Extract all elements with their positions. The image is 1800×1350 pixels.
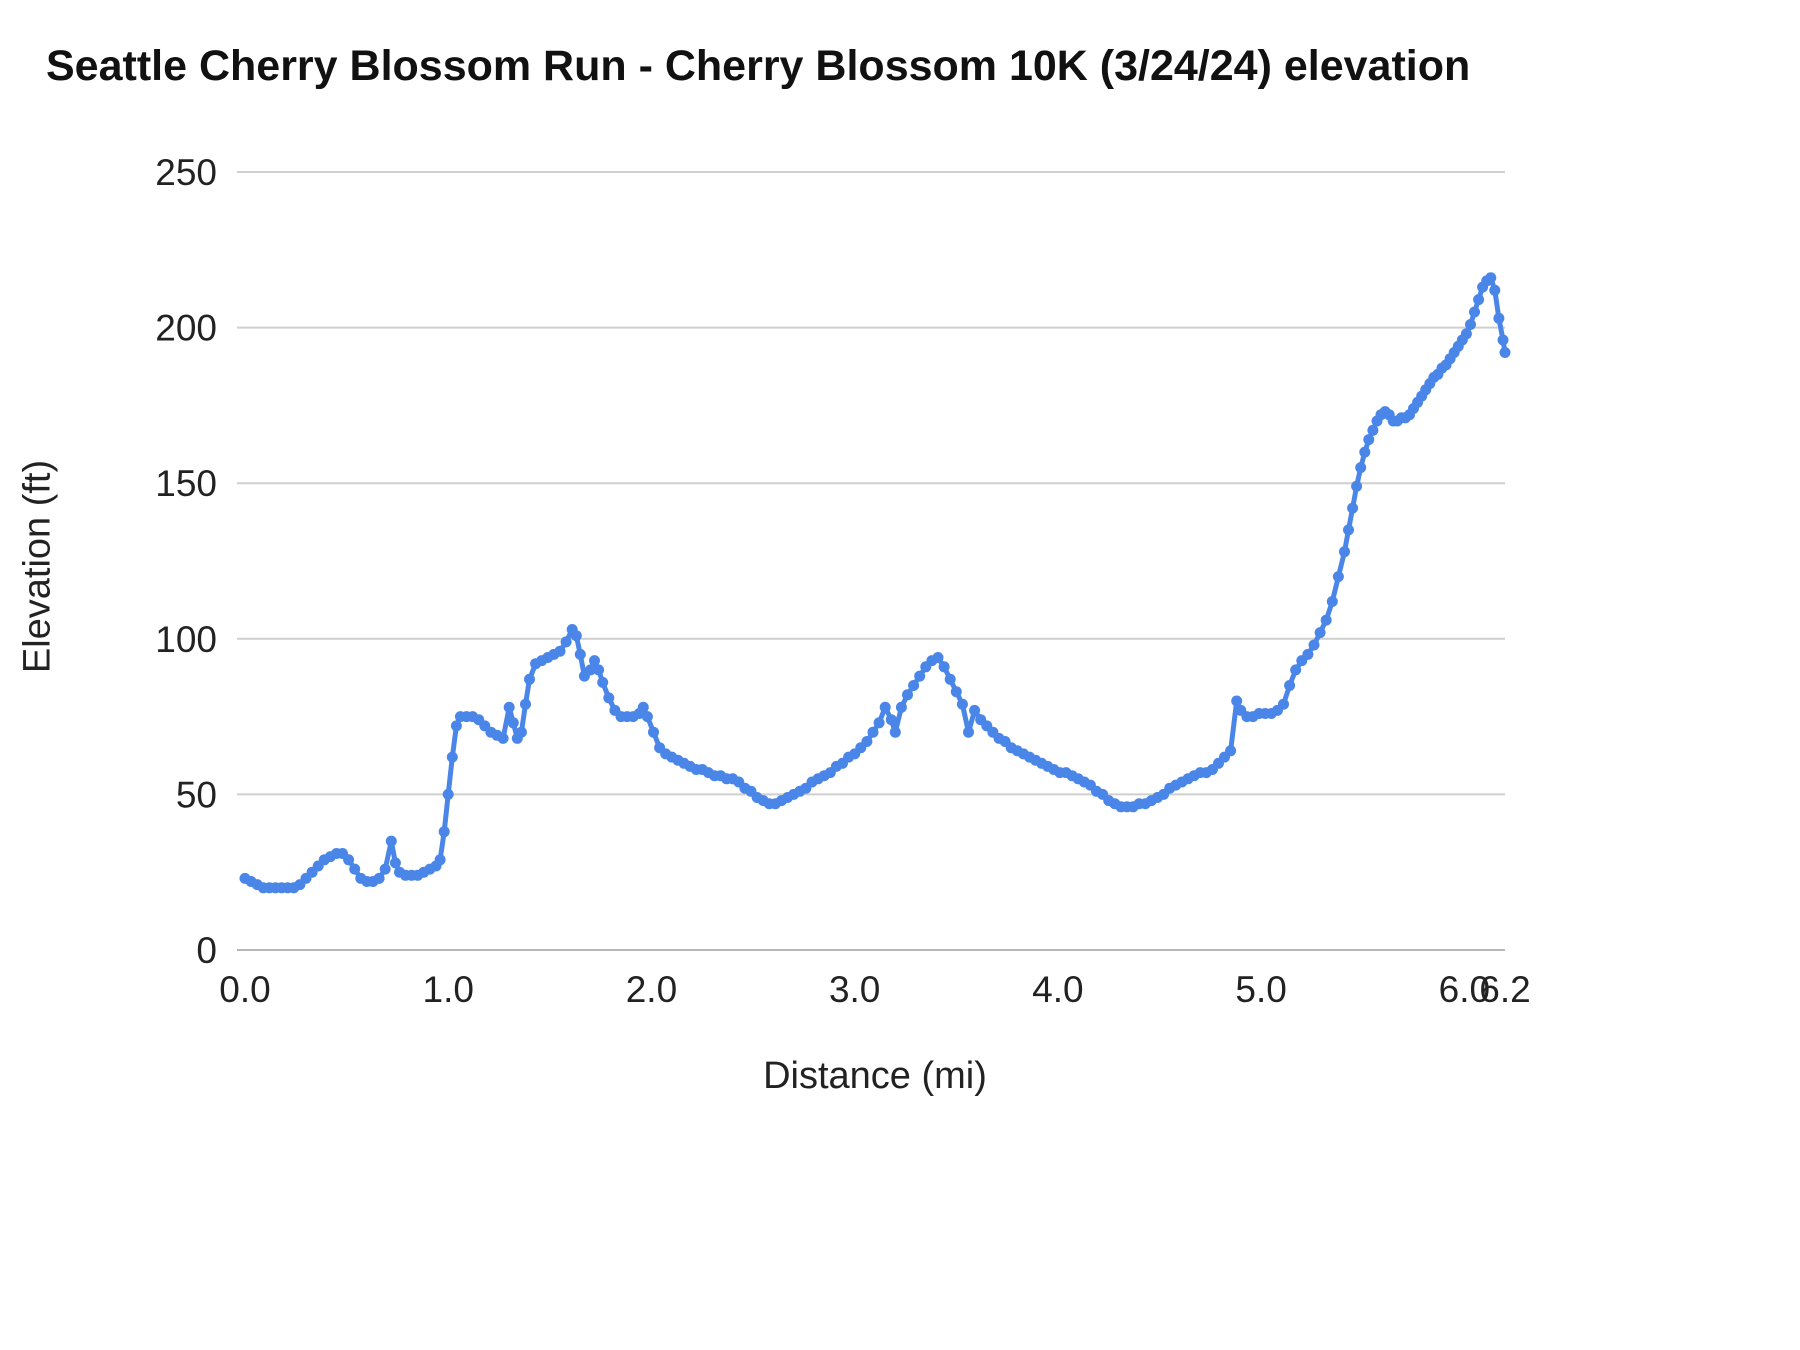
y-tick-label: 150 bbox=[155, 463, 217, 504]
data-point-marker bbox=[969, 704, 981, 716]
data-point-marker bbox=[944, 673, 956, 685]
data-point-marker bbox=[497, 732, 509, 744]
data-point-marker bbox=[524, 673, 535, 685]
data-point-marker bbox=[637, 701, 649, 713]
data-point-marker bbox=[1469, 306, 1480, 318]
data-point-marker bbox=[389, 857, 401, 869]
data-point-marker bbox=[450, 720, 462, 732]
data-point-marker bbox=[867, 726, 879, 738]
data-point-marker bbox=[554, 645, 566, 657]
data-point-marker bbox=[1347, 502, 1359, 514]
data-point-marker bbox=[1460, 328, 1472, 340]
x-tick-label: 6.2 bbox=[1479, 969, 1530, 1010]
data-point-marker bbox=[1314, 627, 1326, 639]
data-point-marker bbox=[1302, 648, 1314, 660]
data-point-marker bbox=[1231, 695, 1243, 707]
data-point-marker bbox=[1499, 347, 1511, 358]
data-point-marker bbox=[932, 652, 944, 663]
data-point-marker bbox=[438, 826, 450, 838]
data-point-marker bbox=[1308, 639, 1320, 651]
data-point-marker bbox=[585, 664, 596, 676]
data-point-marker bbox=[1355, 462, 1367, 474]
data-point-marker bbox=[956, 698, 968, 710]
data-point-marker bbox=[574, 648, 586, 660]
data-point-marker bbox=[938, 661, 950, 673]
data-point-marker bbox=[442, 788, 454, 800]
data-point-marker bbox=[902, 689, 913, 701]
data-point-marker bbox=[1465, 319, 1476, 330]
data-point-marker bbox=[1290, 664, 1302, 676]
x-tick-label: 3.0 bbox=[829, 969, 880, 1010]
data-point-marker bbox=[885, 714, 897, 726]
data-point-marker bbox=[1339, 546, 1350, 558]
data-point-marker bbox=[603, 692, 615, 704]
data-point-marker bbox=[1343, 524, 1354, 536]
x-tick-label: 4.0 bbox=[1032, 969, 1083, 1010]
data-point-marker bbox=[507, 717, 519, 729]
data-point-marker bbox=[349, 863, 361, 875]
y-tick-label: 100 bbox=[155, 619, 217, 660]
data-point-marker bbox=[641, 711, 653, 723]
data-point-marker bbox=[520, 698, 531, 710]
y-tick-label: 250 bbox=[155, 152, 217, 193]
data-point-marker bbox=[373, 872, 385, 884]
data-point-marker bbox=[914, 670, 926, 682]
x-tick-label: 0.0 bbox=[219, 969, 270, 1010]
data-point-marker bbox=[343, 854, 355, 866]
y-tick-label: 200 bbox=[155, 308, 217, 349]
data-point-marker bbox=[879, 701, 891, 713]
data-point-marker bbox=[446, 751, 458, 763]
data-point-marker bbox=[1225, 745, 1237, 757]
data-point-marker bbox=[1493, 312, 1505, 324]
data-point-marker bbox=[434, 854, 446, 866]
data-point-marker bbox=[593, 664, 605, 676]
x-tick-label: 5.0 bbox=[1235, 969, 1286, 1010]
data-point-marker bbox=[1367, 424, 1379, 436]
data-point-marker bbox=[1485, 272, 1497, 284]
data-point-marker bbox=[1351, 480, 1363, 492]
data-point-marker bbox=[385, 835, 397, 847]
data-point-marker bbox=[648, 726, 659, 738]
data-point-marker bbox=[861, 736, 873, 747]
data-point-marker bbox=[895, 701, 907, 713]
data-point-marker bbox=[1359, 446, 1371, 458]
data-point-marker bbox=[1473, 294, 1485, 306]
data-point-marker bbox=[1284, 680, 1296, 691]
data-point-marker bbox=[963, 726, 974, 738]
data-point-marker bbox=[379, 863, 391, 875]
data-point-marker bbox=[515, 726, 527, 738]
data-point-marker bbox=[1320, 614, 1332, 626]
data-point-marker bbox=[597, 676, 609, 688]
data-point-marker bbox=[570, 630, 582, 642]
x-tick-label: 1.0 bbox=[423, 969, 474, 1010]
data-point-marker bbox=[1363, 434, 1375, 446]
data-point-marker bbox=[950, 686, 962, 698]
data-point-marker bbox=[873, 717, 885, 729]
data-point-marker bbox=[908, 680, 920, 691]
x-tick-label: 2.0 bbox=[626, 969, 677, 1010]
data-point-marker bbox=[589, 655, 600, 667]
data-point-marker bbox=[1497, 334, 1509, 346]
data-point-marker bbox=[560, 636, 572, 648]
x-tick-label: 6.0 bbox=[1439, 969, 1490, 1010]
x-axis-title: Distance (mi) bbox=[763, 1055, 987, 1097]
y-tick-label: 50 bbox=[176, 774, 217, 815]
data-point-marker bbox=[1326, 596, 1338, 607]
data-point-marker bbox=[503, 701, 515, 713]
series-line bbox=[242, 275, 1508, 891]
chart-title: Seattle Cherry Blossom Run - Cherry Blos… bbox=[46, 42, 1471, 90]
y-tick-label: 0 bbox=[196, 930, 217, 971]
data-point-marker bbox=[1332, 571, 1344, 583]
data-point-marker bbox=[889, 726, 901, 738]
data-point-marker bbox=[1489, 284, 1501, 296]
data-point-marker bbox=[1278, 698, 1289, 710]
